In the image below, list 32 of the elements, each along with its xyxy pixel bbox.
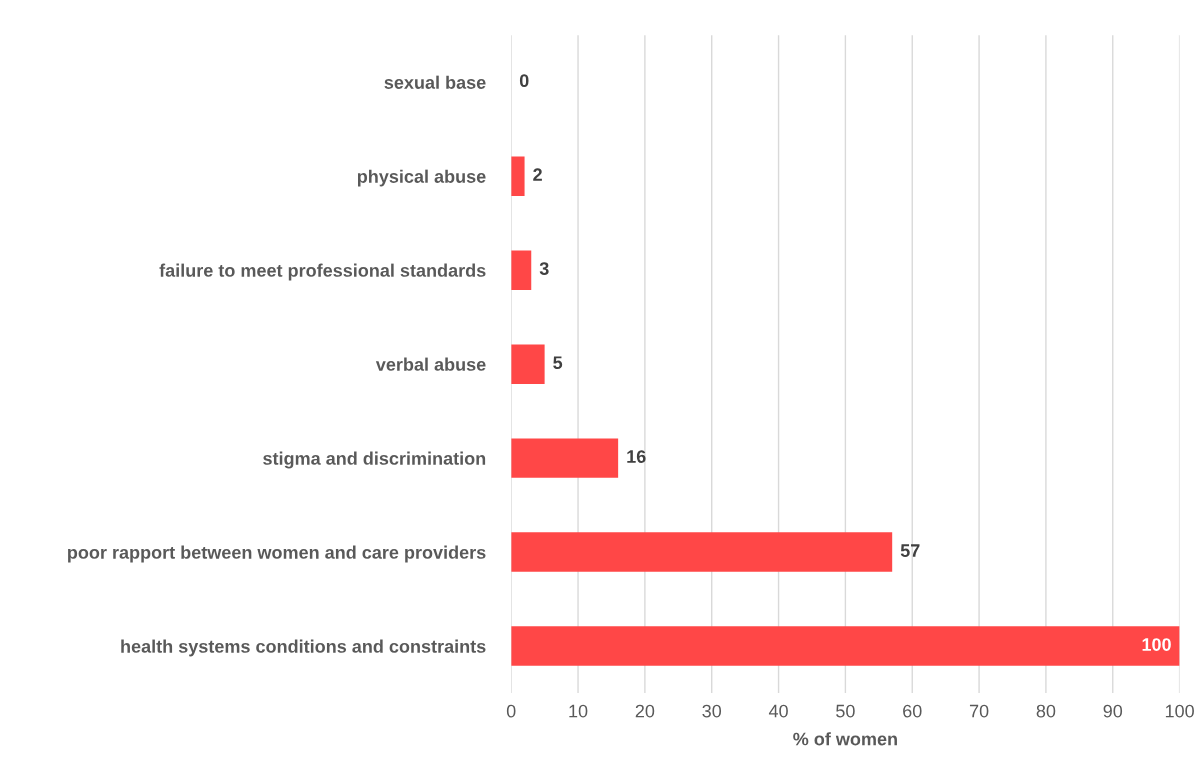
x-tick-label: 0	[506, 704, 516, 718]
x-tick-label: 100	[1165, 704, 1194, 718]
bar	[511, 344, 545, 384]
data-label: 100	[1142, 638, 1171, 651]
x-tick-label: 10	[569, 704, 588, 718]
data-label: 5	[553, 356, 563, 369]
x-tick-label: 50	[836, 704, 855, 718]
y-tick-label: stigma and discrimination	[263, 451, 486, 469]
x-tick-label: 70	[969, 704, 989, 718]
y-tick-label: physical abuse	[357, 169, 486, 187]
x-tick-label: 60	[903, 704, 922, 718]
y-tick-label: health systems conditions and constraints	[121, 639, 486, 657]
x-tick-label: 90	[1103, 704, 1123, 718]
bar	[511, 532, 893, 572]
bar	[511, 250, 532, 290]
bar	[511, 438, 619, 478]
bar	[511, 156, 525, 196]
data-label: 57	[900, 544, 920, 557]
data-label: 0	[519, 74, 529, 88]
y-tick-label: sexual base	[384, 75, 486, 89]
y-tick-label: verbal abuse	[375, 357, 486, 371]
data-label: 2	[533, 168, 542, 181]
data-label: 3	[539, 262, 549, 276]
x-axis-title: % of women	[793, 732, 897, 746]
y-tick-label: failure to meet professional standards	[159, 263, 486, 281]
bar	[511, 626, 1180, 666]
x-tick-label: 30	[702, 704, 722, 718]
x-tick-label: 40	[768, 704, 788, 718]
y-tick-label: poor rapport between women and care providers	[68, 545, 486, 563]
data-label: 16	[627, 450, 646, 463]
x-tick-label: 80	[1036, 704, 1056, 718]
x-tick-label: 20	[635, 704, 655, 718]
